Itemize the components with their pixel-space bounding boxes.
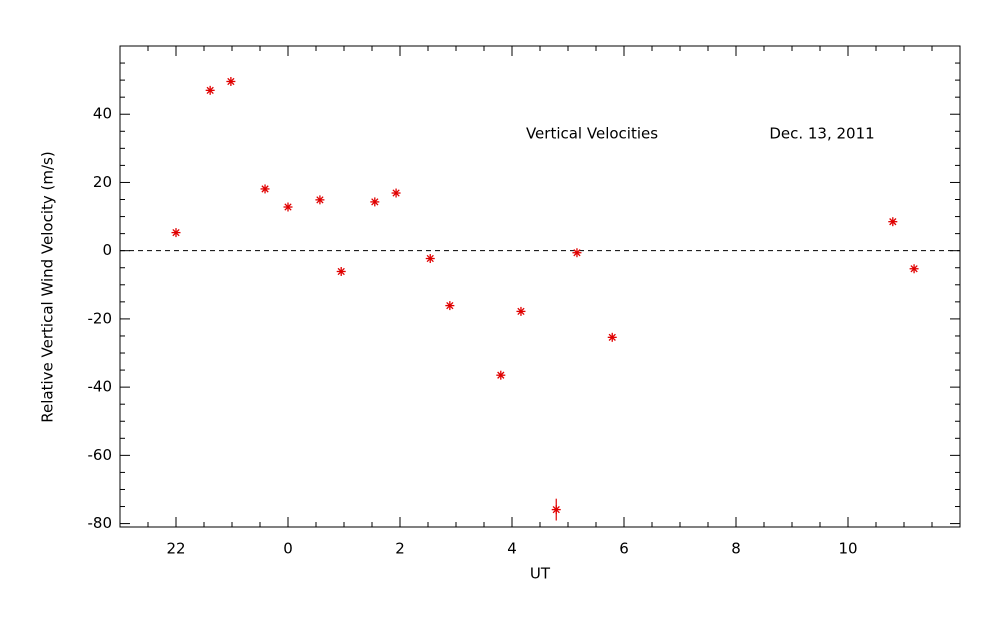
y-tick-label: -40: [88, 378, 113, 396]
annotation: Dec. 13, 2011: [769, 125, 874, 143]
point: [171, 228, 181, 238]
point: [370, 197, 380, 207]
point-stroke: [227, 77, 235, 86]
point: [551, 505, 561, 515]
x-tick-label: 6: [619, 540, 629, 558]
y-tick-label: -20: [88, 309, 113, 327]
point-stroke: [426, 254, 434, 263]
point-stroke: [608, 333, 616, 341]
point-stroke: [316, 196, 324, 204]
point: [496, 370, 506, 380]
point: [226, 76, 236, 86]
point-stroke: [392, 189, 400, 197]
point-stroke: [337, 267, 345, 276]
point-stroke: [206, 86, 214, 94]
y-axis-label: Relative Vertical Wind Velocity (m/s): [39, 151, 57, 422]
point: [205, 85, 215, 95]
point: [425, 254, 435, 264]
y-tick-label: -60: [88, 446, 113, 464]
point-stroke: [261, 185, 269, 193]
annotation: Vertical Velocities: [526, 125, 658, 143]
y-tick-label: -80: [88, 514, 113, 532]
x-tick-label: 10: [838, 540, 857, 558]
point-stroke: [552, 505, 560, 514]
y-tick-label: 40: [93, 105, 112, 123]
point-stroke: [889, 218, 897, 226]
point: [391, 188, 401, 198]
x-axis-label: UT: [530, 565, 551, 583]
x-tick-label: 8: [731, 540, 741, 558]
point: [283, 202, 293, 212]
point-stroke: [573, 249, 581, 257]
point: [336, 266, 346, 276]
x-tick-label: 0: [283, 540, 293, 558]
point: [260, 184, 270, 194]
plot-frame: [119, 45, 961, 528]
x-tick-label: 4: [507, 540, 517, 558]
x-tick-label: 2: [395, 540, 405, 558]
y-tick-label: 0: [102, 241, 112, 259]
y-tick-label: 20: [93, 173, 112, 191]
point-stroke: [446, 301, 454, 310]
point: [607, 332, 617, 342]
point: [909, 264, 919, 274]
point: [572, 248, 582, 258]
point: [888, 217, 898, 227]
point-stroke: [172, 228, 180, 237]
point: [516, 306, 526, 316]
point-stroke: [497, 371, 505, 379]
point: [445, 301, 455, 311]
x-tick-label: 22: [166, 540, 185, 558]
point-stroke: [910, 265, 918, 273]
point-stroke: [371, 198, 379, 206]
point: [315, 195, 325, 205]
point-stroke: [517, 307, 525, 316]
point-stroke: [284, 203, 292, 211]
